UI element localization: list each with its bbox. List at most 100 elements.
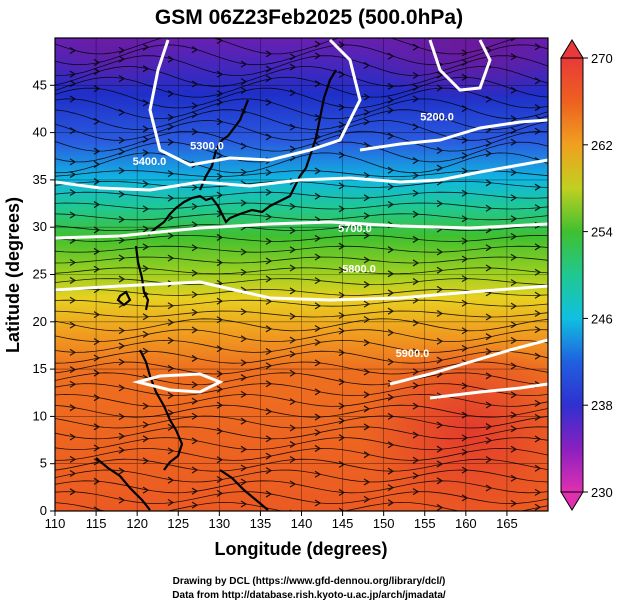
streamline-arrow	[93, 506, 101, 511]
colorbar-tick-label: 246	[591, 311, 613, 326]
streamline-arrow	[338, 121, 346, 129]
streamline-arrow	[412, 259, 420, 267]
streamline-arrow	[314, 234, 322, 242]
streamline-arrow	[191, 501, 199, 509]
streamline-arrow	[314, 444, 322, 452]
x-tick-label: 145	[332, 516, 354, 531]
colorbar: 230 238 246 254 262 270	[560, 39, 613, 511]
streamline-arrow	[289, 369, 297, 377]
x-tick-label: 135	[250, 516, 272, 531]
streamline-arrow	[167, 476, 175, 484]
streamline-arrow	[167, 392, 175, 400]
streamline-arrow	[289, 455, 297, 463]
streamline-arrow	[289, 336, 297, 344]
y-axis: 0 5 10 15 20 25 30 35 40 45	[33, 77, 55, 518]
streamline-arrow	[412, 472, 420, 480]
streamline-arrow	[510, 115, 518, 123]
streamline-arrow	[436, 337, 444, 345]
streamline-arrow	[69, 296, 77, 304]
streamline-arrow	[118, 148, 126, 156]
streamline-arrow	[142, 435, 150, 443]
streamline-arrow	[510, 391, 518, 399]
streamline-arrow	[216, 259, 224, 267]
streamline-arrow	[363, 339, 371, 347]
streamline-arrow	[534, 488, 542, 496]
streamline-arrow	[167, 302, 175, 310]
streamline-arrow	[412, 43, 420, 51]
streamline-arrow	[510, 302, 518, 310]
streamline-arrow	[142, 347, 150, 355]
streamline-arrow	[412, 172, 420, 180]
colorbar-scale	[560, 57, 584, 493]
streamline-arrow	[363, 300, 371, 308]
streamline-arrow	[534, 104, 542, 112]
streamline-arrow	[216, 98, 224, 106]
streamline-arrow	[265, 325, 273, 333]
streamline-arrow	[265, 362, 273, 370]
streamline-arrow	[93, 147, 101, 155]
streamline-arrow	[118, 236, 126, 244]
x-tick-label: 165	[496, 516, 518, 531]
streamline-arrow	[510, 86, 518, 94]
streamline-arrow	[436, 164, 444, 172]
streamline-arrow	[387, 467, 395, 475]
streamline-arrow	[436, 285, 444, 293]
streamline-arrow	[216, 427, 224, 435]
streamline-arrow	[191, 487, 199, 495]
map-title: GSM 06Z23Feb2025 (500.0hPa)	[155, 6, 463, 29]
streamline-arrow	[167, 409, 175, 417]
streamline-arrow	[461, 255, 469, 263]
streamline-arrow	[93, 58, 101, 67]
streamline-arrow	[363, 172, 371, 180]
streamline-arrow	[265, 169, 273, 177]
streamline-arrow	[534, 310, 542, 318]
streamline-arrow	[412, 456, 420, 464]
streamline-arrow	[69, 189, 77, 197]
streamline-arrow	[387, 82, 395, 90]
streamline-arrow	[485, 437, 493, 445]
streamline-arrow	[436, 460, 444, 468]
x-tick-label: 125	[167, 516, 189, 531]
streamline-arrow	[461, 448, 469, 456]
x-tick-label: 155	[414, 516, 436, 531]
streamline-arrow	[534, 183, 542, 191]
streamline-arrow	[93, 247, 101, 255]
streamline-arrow	[142, 149, 150, 157]
streamline-arrow	[412, 348, 420, 356]
streamline-arrow	[485, 313, 493, 321]
streamline-arrow	[69, 171, 77, 179]
streamline-arrow	[69, 366, 77, 374]
y-tick-label: 25	[33, 267, 47, 282]
streamline-arrow	[485, 484, 493, 492]
streamline-arrow	[191, 308, 199, 316]
streamline-arrow	[118, 342, 126, 350]
streamline-arrow	[461, 49, 469, 57]
y-tick-label: 20	[33, 314, 47, 329]
streamline-arrow	[191, 202, 199, 211]
streamline-arrow	[289, 202, 297, 211]
streamline-arrow	[289, 480, 297, 488]
streamline-arrow	[436, 445, 444, 453]
streamline-arrow	[412, 488, 420, 496]
streamline-arrow	[118, 215, 126, 223]
streamline-arrow	[167, 423, 175, 431]
streamline-arrow	[240, 308, 248, 316]
streamline-arrow	[363, 256, 371, 264]
streamline-arrow	[534, 127, 542, 135]
streamline-arrow	[436, 146, 444, 154]
streamline-arrow	[191, 437, 199, 445]
streamline-arrow	[265, 75, 273, 83]
streamline-arrow	[240, 374, 248, 382]
streamline-arrow	[265, 275, 273, 283]
streamline-arrow	[167, 364, 175, 372]
streamline-arrow	[69, 259, 77, 267]
streamline-arrow	[167, 232, 175, 240]
streamline-arrow	[485, 456, 493, 464]
streamline-arrow	[461, 105, 469, 113]
streamline-arrow	[363, 194, 371, 202]
colorbar-tick-label: 270	[591, 51, 613, 66]
streamline-arrow	[289, 246, 297, 254]
streamline-arrow	[338, 242, 346, 250]
streamline-arrow	[412, 157, 420, 165]
streamline-arrow	[167, 499, 175, 507]
